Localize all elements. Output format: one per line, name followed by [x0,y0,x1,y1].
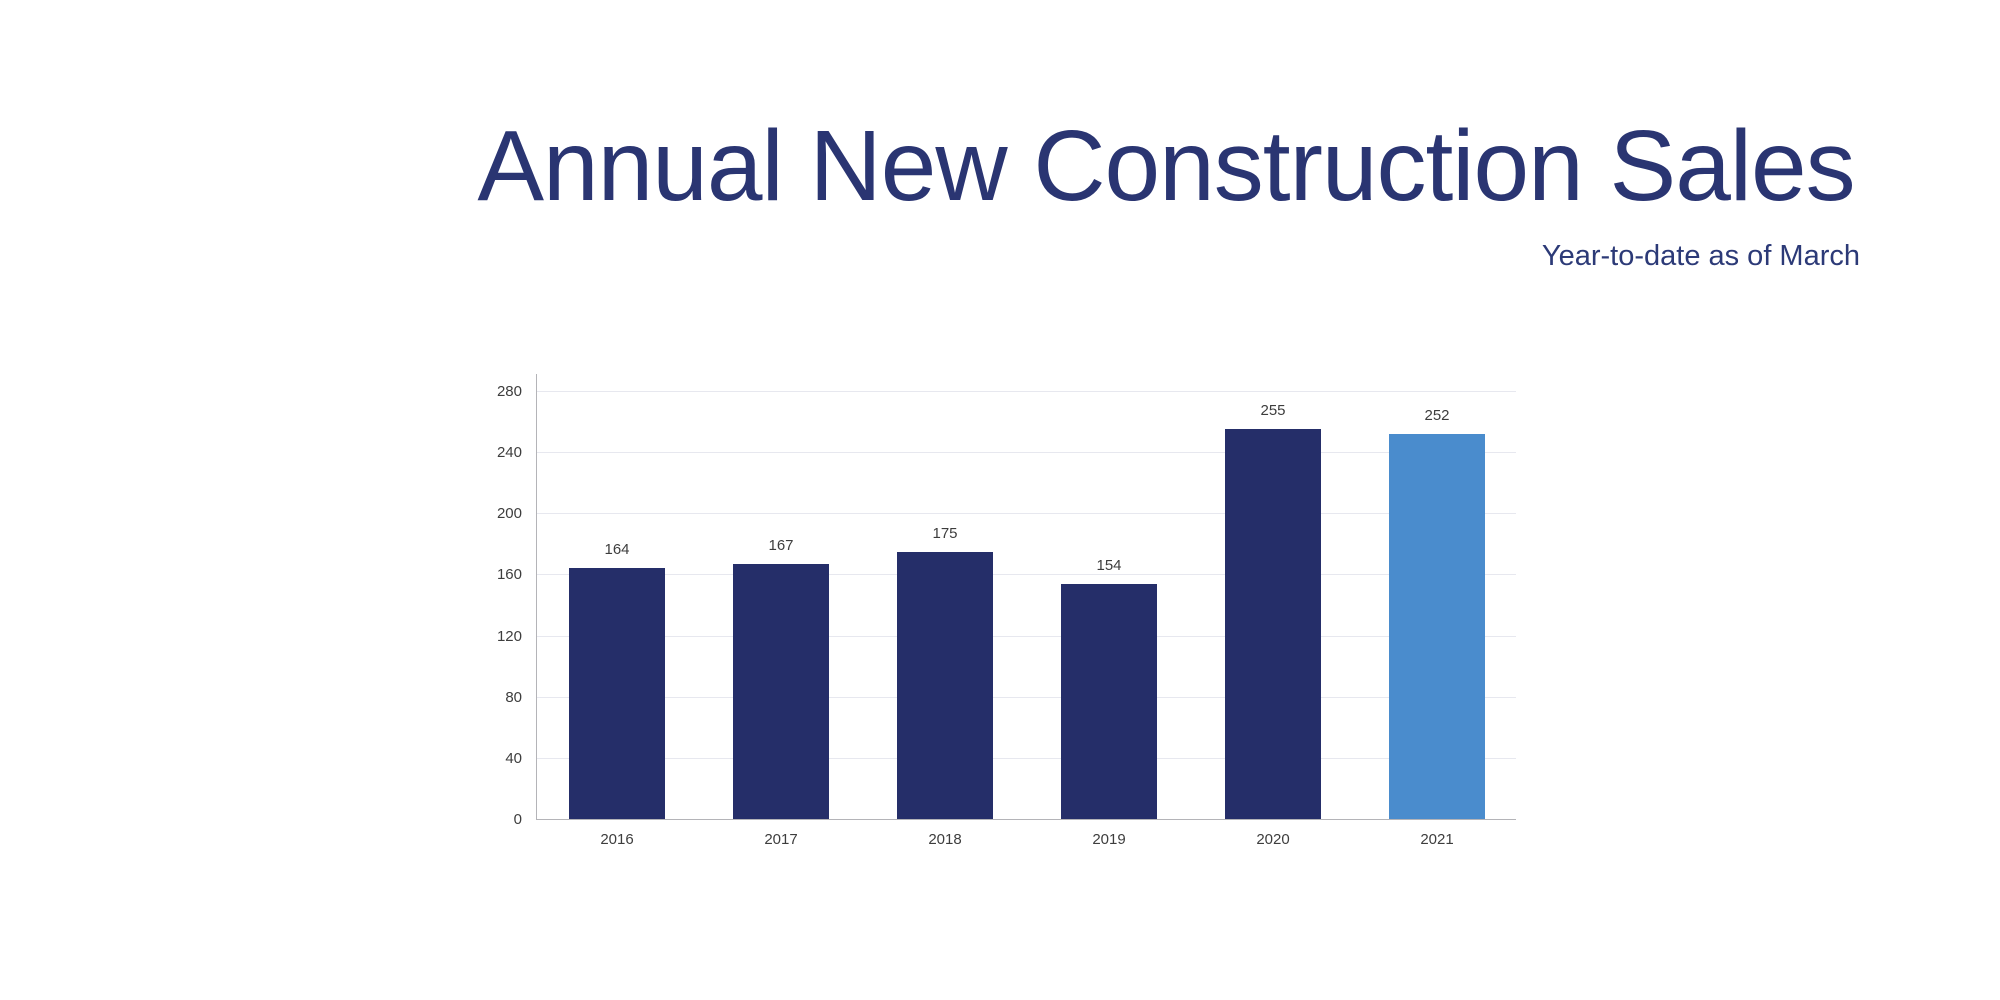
x-axis-tick-label-2019: 2019 [1092,831,1126,848]
bar-value-label-2021: 252 [1424,406,1450,424]
bar-2020 [1225,429,1321,819]
y-axis-tick-label-160: 160 [496,566,522,584]
x-axis-tick-label-2016: 2016 [600,831,634,848]
gridline-120 [537,635,1516,637]
gridline-160 [537,574,1516,576]
bar-2017 [733,563,829,819]
x-axis-line [536,819,1516,820]
gridline-200 [537,513,1516,515]
bar-2019 [1061,583,1157,819]
y-axis-tick-label-40: 40 [505,749,522,767]
y-axis-line [536,374,537,820]
bar-value-label-2020: 255 [1260,402,1286,420]
bar-value-label-2017: 167 [768,536,794,554]
chart-header: Annual New Construction Sales Year-to-da… [470,0,1862,290]
x-axis-tick-label-2018: 2018 [928,831,962,848]
y-axis-tick-label-280: 280 [496,383,522,400]
y-axis-tick-label-120: 120 [496,627,522,645]
bar-value-label-2019: 154 [1096,556,1122,574]
x-axis-tick-label-2020: 2020 [1256,831,1290,848]
bar-2021 [1389,433,1485,819]
bar-value-label-2018: 175 [932,524,958,542]
bar-2016 [569,568,665,819]
gridline-80 [537,696,1516,698]
y-axis-tick-label-200: 200 [496,505,522,523]
y-axis-tick-label-80: 80 [505,688,522,706]
bar-2018 [897,551,993,819]
x-axis-tick-label-2021: 2021 [1420,831,1454,848]
gridline-240 [537,452,1516,454]
bar-chart-plot-area: 0 40 80 120 160 200 240 280 164 2016 167 2017 175 201… [497,374,1516,848]
x-axis-tick-label-2017: 2017 [764,831,798,848]
bar-value-label-2016: 164 [604,541,630,559]
gridline-40 [537,757,1516,759]
gridline-280 [537,391,1516,392]
y-axis-tick-label-0: 0 [513,811,522,828]
y-axis-tick-label-240: 240 [496,444,522,462]
chart-subtitle: Year-to-date as of March [1541,240,1860,272]
chart-title: Annual New Construction Sales [477,110,1855,222]
